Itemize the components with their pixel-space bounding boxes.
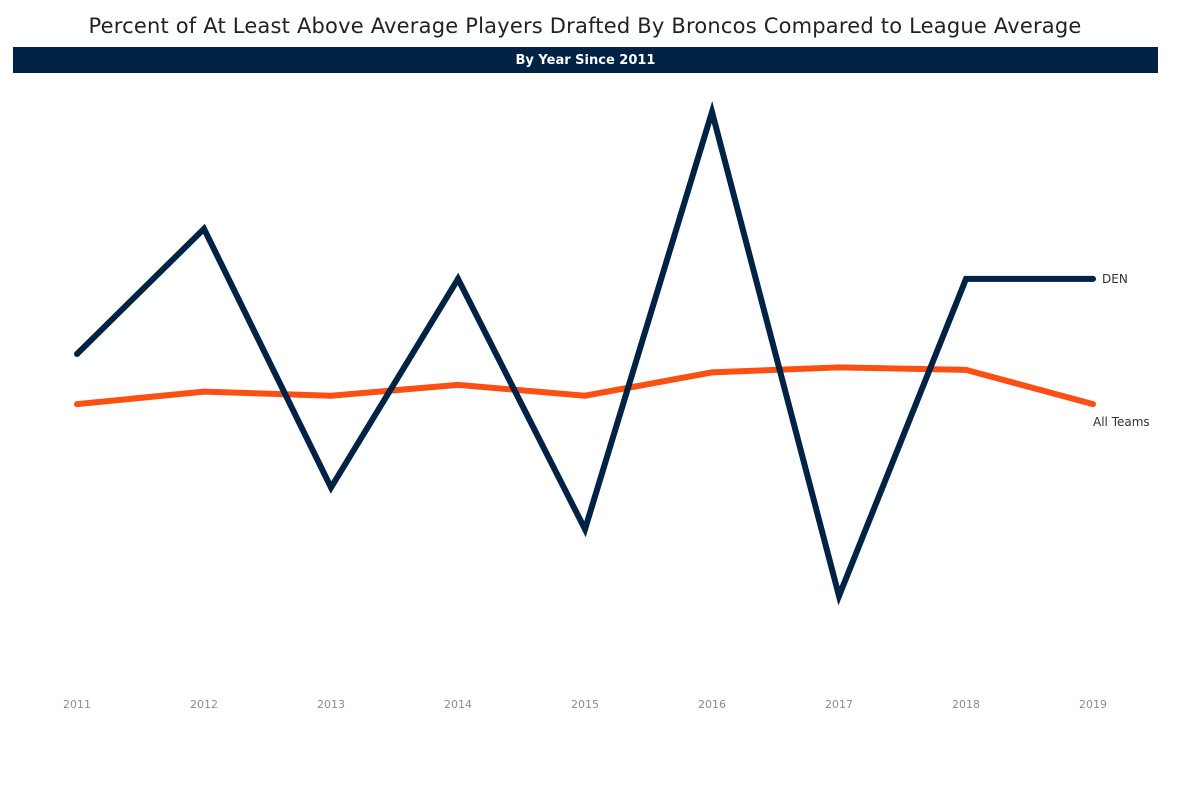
- series-layer: [74, 100, 1096, 606]
- series-label-all-teams: All Teams: [1093, 415, 1150, 429]
- x-tick-label-2018: 2018: [952, 698, 980, 711]
- data-point-all-teams-2018: [963, 366, 969, 373]
- series-label-den: DEN: [1102, 272, 1128, 286]
- series-line-den: [74, 100, 1093, 606]
- chart-title: Percent of At Least Above Average Player…: [88, 14, 1082, 38]
- data-point-all-teams-2015: [582, 392, 588, 399]
- x-tick-label-2014: 2014: [444, 698, 472, 711]
- data-point-den-2014: [455, 275, 461, 282]
- data-point-den-2015: [582, 526, 588, 533]
- data-point-all-teams-2014: [455, 381, 461, 388]
- x-tick-label-2011: 2011: [63, 698, 91, 711]
- data-point-all-teams-2011: [74, 401, 80, 408]
- data-point-den-2018: [963, 275, 969, 282]
- subtitle-banner: By Year Since 2011: [13, 47, 1158, 73]
- data-point-den-2011: [74, 351, 80, 357]
- data-point-all-teams-2017: [836, 364, 842, 371]
- data-point-all-teams-2016: [709, 369, 715, 376]
- data-point-all-teams-2013: [328, 392, 334, 399]
- x-axis-ticks: 2011 2012 2013 2014 2015 2016 2017 2018 2019: [63, 698, 1107, 711]
- x-tick-label-2012: 2012: [190, 698, 218, 711]
- x-tick-label-2017: 2017: [825, 698, 853, 711]
- data-point-den-2017: [836, 593, 842, 599]
- x-tick-label-2015: 2015: [571, 698, 599, 711]
- data-point-den-2012: [201, 225, 207, 232]
- data-point-all-teams-2012: [201, 388, 207, 395]
- x-tick-label-2016: 2016: [698, 698, 726, 711]
- chart-subtitle: By Year Since 2011: [515, 52, 656, 68]
- data-point-den-2016: [709, 109, 715, 115]
- data-point-all-teams-2019: [1090, 401, 1096, 408]
- label-layer: DEN All Teams: [1093, 272, 1150, 429]
- x-tick-label-2013: 2013: [317, 698, 345, 711]
- x-tick-label-2019: 2019: [1079, 698, 1107, 711]
- data-point-den-2019: [1090, 275, 1096, 282]
- data-point-den-2013: [328, 484, 334, 491]
